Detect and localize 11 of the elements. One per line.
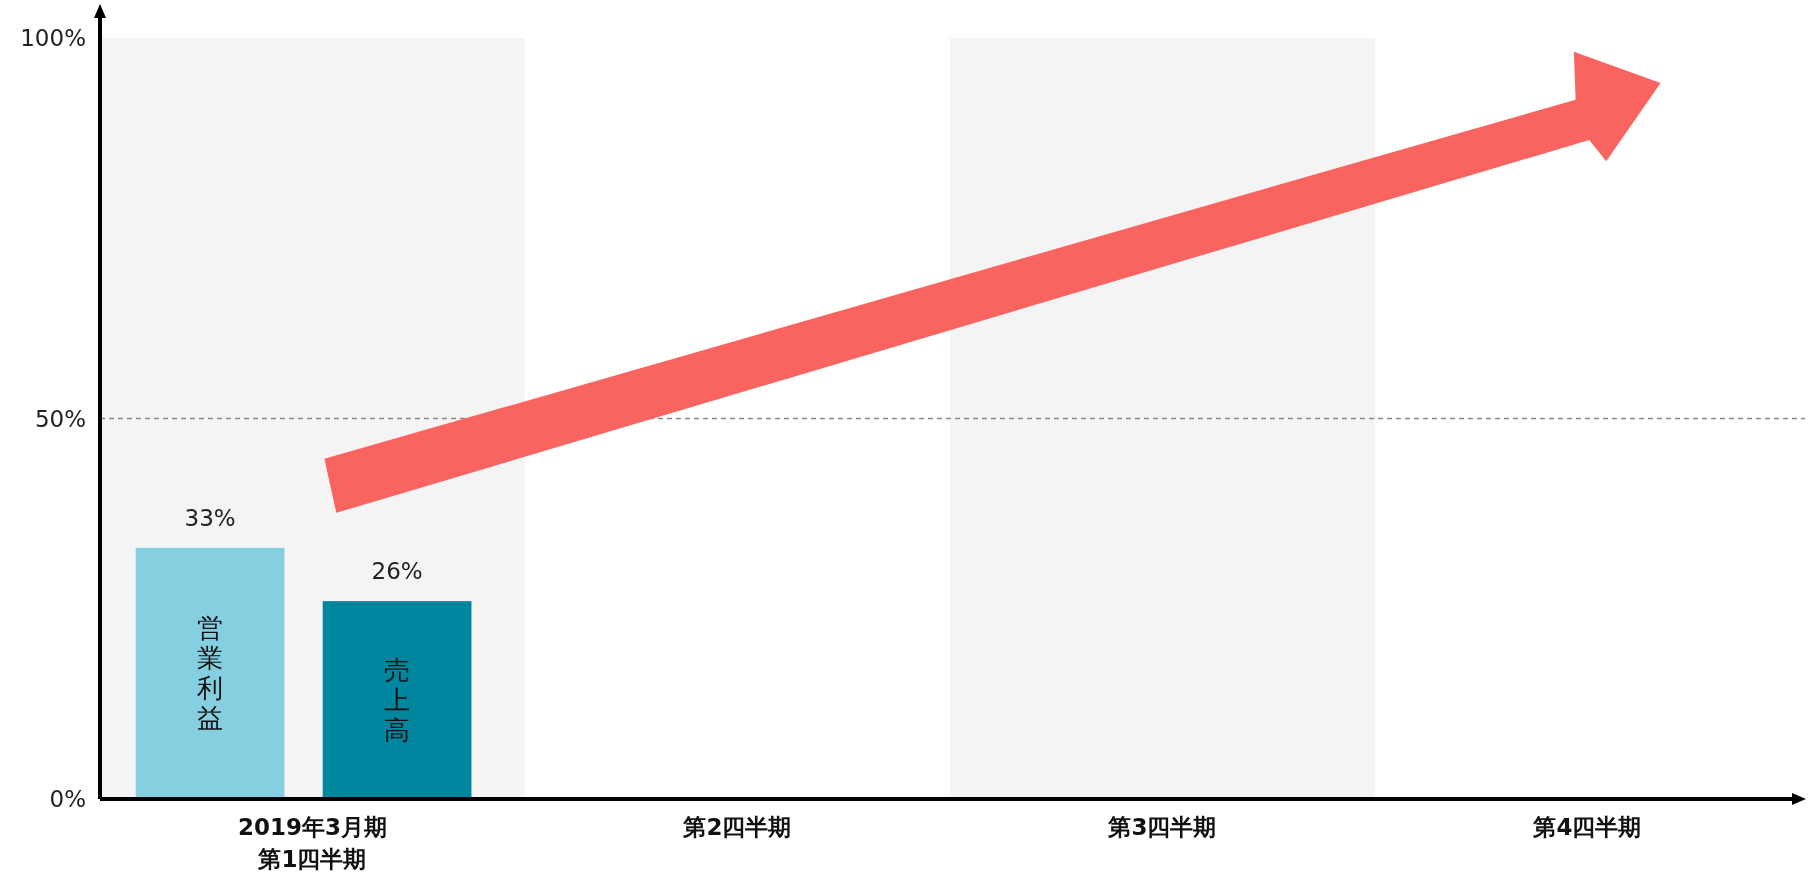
x-tick-label: 第3四半期 <box>1107 814 1217 840</box>
text: 26% <box>371 558 423 585</box>
x-tick-label: 第2四半期 <box>682 814 792 840</box>
y-tick-label: 50% <box>34 405 86 432</box>
x-tick-label: 2019年3月期第1四半期 <box>237 814 388 872</box>
y-tick-label: 0% <box>49 786 86 812</box>
x-tick-label: 第4四半期 <box>1532 814 1642 840</box>
y-tick-label: 100% <box>20 25 86 51</box>
series-label: 営業利益 <box>197 613 224 734</box>
series-label: 売上高 <box>384 655 411 746</box>
text: 33% <box>184 504 236 531</box>
